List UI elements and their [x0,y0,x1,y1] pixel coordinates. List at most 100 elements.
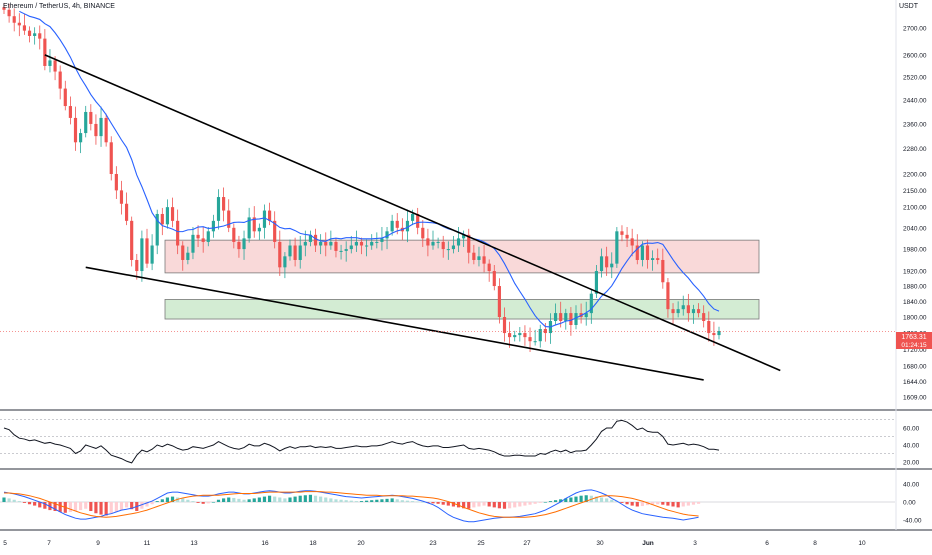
candle-body [589,293,593,314]
last-price-tag [896,332,932,349]
candle-body [298,245,302,260]
macd-histogram-bar [344,500,348,502]
macd-histogram-bar [686,502,690,506]
time-tick-label: 18 [309,540,317,547]
rsi-pane: 60.00 40.00 20.00 [0,419,920,467]
macd-histogram-bar [354,501,358,502]
macd-histogram-bar [94,502,98,514]
macd-histogram-bar [308,494,313,502]
macd-histogram-bar [17,501,21,502]
macd-histogram-bar [620,502,624,503]
macd-histogram-bar [640,502,644,507]
time-tick-label: 9 [96,540,100,547]
rsi-line [3,419,720,464]
macd-pane: 40.00 0.00 -40.00 [0,482,922,525]
candle-body [359,241,364,246]
candle-body [344,249,348,251]
last-price-label: 1763.31 01:24:15 [896,332,932,349]
candle-body [472,252,476,260]
macd-histogram-bar [313,495,318,502]
zone-layer [164,239,760,320]
candle-body [237,241,241,250]
macd-histogram-bar [84,502,88,509]
candle-body [717,331,721,336]
candle-body [293,245,297,260]
macd-tick-label: 0.00 [903,500,916,507]
support-zone [164,299,760,320]
candle-body [380,238,384,242]
macd-histogram-bar [99,502,103,515]
candle-body [431,241,435,246]
macd-histogram-bar [278,497,282,502]
macd-histogram-bar [58,502,62,512]
macd-histogram-bar [553,500,558,502]
macd-histogram-bar [334,499,338,502]
candle-body [181,245,185,260]
candle-body [278,241,282,268]
macd-histogram-bar [109,502,113,514]
candle-body [497,286,501,318]
candle-body [273,220,277,242]
macd-histogram-bar [451,502,456,507]
candle-body [53,60,57,72]
candle-body [124,203,129,221]
price-tick-label: 2600.00 [903,52,927,59]
macd-histogram-bar [222,498,226,502]
macd-histogram-bar [548,501,553,502]
candle-body [645,245,650,260]
candle-body [441,241,445,250]
candle-body [533,341,537,343]
price-tick-label: 2280.00 [903,146,927,153]
macd-histogram-bar [375,499,379,502]
macd-histogram-bar [155,501,159,502]
macd-histogram-bar [467,502,471,509]
candle-body [84,111,88,134]
candle-body [262,210,267,228]
macd-histogram-bar [502,502,507,509]
candle-body [656,258,660,260]
time-tick-label: 30 [596,540,604,547]
candle-body [559,313,563,322]
candle-body [620,231,624,235]
time-tick-label: 7 [47,540,51,547]
candle-body [63,88,67,107]
macd-histogram-bar [431,502,435,504]
macd-histogram-bar [262,496,267,502]
candle-body [686,305,690,314]
trendline-upper [44,54,781,372]
candle-body [615,231,619,264]
macd-histogram-bar [140,502,144,509]
macd-histogram-bar [201,502,205,504]
macd-histogram-bar [559,499,563,502]
time-tick-label: 25 [477,540,485,547]
candle-body [375,241,379,243]
time-tick-label: 16 [261,540,269,547]
candle-body [676,309,680,314]
price-tick-label: 1644.00 [903,379,927,386]
moving-average-line [19,10,720,328]
candle-body [543,329,547,334]
macd-histogram-bar [247,499,251,502]
candle-body [186,252,190,260]
candle-body [38,33,42,39]
price-axis[interactable]: 2700.00 2600.00 2520.00 2440.00 2360.00 2280.… [0,26,927,402]
candle-body [119,190,124,204]
candle-body [252,217,256,232]
candle-body [640,245,644,260]
candle-body [22,25,27,31]
macd-histogram-bar [232,497,236,502]
macd-histogram-bar [273,496,277,502]
macd-histogram-bar [79,502,83,511]
price-tick-label: 1720.00 [903,347,927,354]
macd-tick-label: 40.00 [903,482,920,489]
time-axis[interactable]: 5 7 9 11 13 16 18 20 23 25 27 30 Jun 3 6 8 10 [3,540,866,547]
price-tick-label: 2200.00 [903,171,927,178]
macd-histogram-bar [671,502,675,507]
candle-body [702,313,706,322]
candle-body [33,33,37,36]
price-tick-label: 2150.00 [903,188,927,195]
symbol-title[interactable]: Ethereum / TetherUS, 4h, BINANCE [3,3,115,10]
price-tick-label: 2040.00 [903,225,927,232]
candle-body [135,259,139,272]
